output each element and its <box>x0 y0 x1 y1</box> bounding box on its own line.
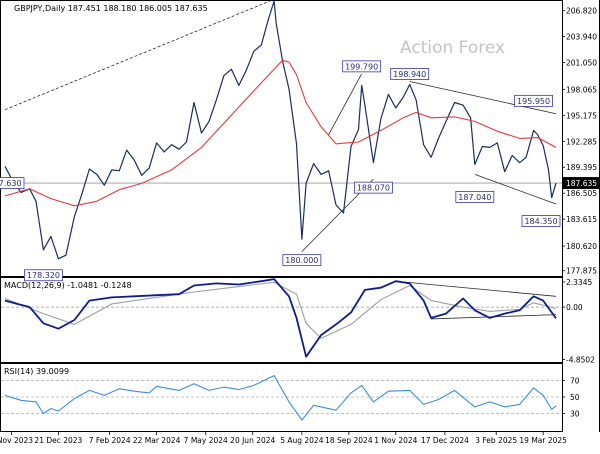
macd-panel-frame <box>0 277 563 363</box>
pivot-178320-label: 178.320 <box>27 271 60 280</box>
pivot-184350-label: 184.350 <box>524 217 557 226</box>
rsi-y-tick-label: 70 <box>570 377 580 386</box>
price-y-tick-label: 206.820 <box>566 7 597 16</box>
dashed-trendline <box>4 0 274 111</box>
macd-panel-header: MACD(12,26,9) -1.0481 -0.1248 <box>4 281 132 290</box>
x-tick-label: 3 Feb 2025 <box>475 436 517 445</box>
price-y-tick-label: 189.395 <box>566 163 597 172</box>
pivot-199790-box <box>342 60 382 73</box>
pivot-187040-box <box>455 190 495 203</box>
price-y-tick-label: 192.285 <box>566 137 597 146</box>
rsi-y-tick-label: 30 <box>570 410 580 419</box>
macd-y-tick-label: 0.00 <box>566 303 583 312</box>
price-plot: 208.090199.790198.940195.950188.070187.0… <box>0 0 562 282</box>
x-tick-label: 7 Feb 2024 <box>89 436 131 445</box>
current-price-box <box>563 177 599 190</box>
channel-trendline-3 <box>409 81 557 115</box>
price-y-tick-label: 183.615 <box>566 215 597 224</box>
macd-y-tick-label: -4.8502 <box>566 355 595 364</box>
rsi-y-tick-label: 50 <box>570 393 580 402</box>
price-panel-frame <box>0 0 563 277</box>
watermark: Action Forex <box>400 38 505 58</box>
rsi-line <box>4 375 557 421</box>
pivot-187630-left-box <box>0 177 25 189</box>
pivot-188070-label: 188.070 <box>357 184 390 193</box>
pivot-180000-box <box>282 254 322 267</box>
rsi-panel-header: RSI(14) 39.0099 <box>4 367 69 376</box>
x-tick-label: 18 Sep 2024 <box>325 436 373 445</box>
pivot-195950-box <box>514 94 553 107</box>
pivot-187040-label: 187.040 <box>458 193 491 202</box>
x-tick-label: 22 Mar 2024 <box>133 436 181 445</box>
pivot-184350-box <box>521 215 561 227</box>
price-y-tick-label: 201.050 <box>566 59 597 68</box>
price-y-tick-label: 195.175 <box>566 111 597 120</box>
macd-y-tick-label: 2.3345 <box>566 278 592 287</box>
x-tick-label: 7 Nov 2023 <box>0 436 33 445</box>
macd-plot <box>1 278 562 358</box>
x-tick-label: 21 Dec 2023 <box>34 436 82 445</box>
price-y-tick-label: 177.875 <box>566 267 597 276</box>
macd-line <box>4 278 557 358</box>
pivot-198940-label: 198.940 <box>393 70 426 79</box>
price-y-tick-label: 180.620 <box>566 242 597 251</box>
rsi-panel-frame <box>0 363 563 432</box>
macd-signal-line <box>4 281 557 339</box>
macd-trendline-0 <box>395 280 557 297</box>
pivot-199790-label: 199.790 <box>345 62 378 71</box>
rsi-plot <box>1 375 562 421</box>
price-y-tick-label: 186.505 <box>566 189 597 198</box>
x-tick-label: 19 Mar 2025 <box>519 436 567 445</box>
channel-trendline-2 <box>328 73 363 136</box>
x-tick-label: 7 May 2024 <box>184 436 228 445</box>
price-y-tick-label: 203.940 <box>566 33 597 42</box>
axes: 177.875 180.620 183.615 186.505 189.395 192.2… <box>0 7 599 445</box>
price-series-line <box>4 0 557 260</box>
x-tick-label: 5 Aug 2024 <box>280 436 323 445</box>
price-panel-header: GBPJPY,Daily 187.451 188.180 186.005 187… <box>14 4 208 13</box>
x-tick-label: 1 Nov 2024 <box>374 436 417 445</box>
pivot-187630-left-label: 187.630 <box>0 179 22 188</box>
x-tick-label: 17 Dec 2024 <box>421 436 469 445</box>
pivot-180000-label: 180.000 <box>285 256 318 265</box>
channel-trendline-4 <box>474 174 557 205</box>
ema-series-line <box>4 59 557 207</box>
current-price-label: 187.635 <box>566 179 597 188</box>
pivot-198940-box <box>390 68 430 80</box>
x-tick-label: 20 Jun 2024 <box>230 436 275 445</box>
pivot-195950-label: 195.950 <box>517 97 550 106</box>
price-y-tick-label: 198.065 <box>566 85 597 94</box>
pivot-178320-box <box>24 269 63 282</box>
pivot-188070-box <box>354 181 393 194</box>
